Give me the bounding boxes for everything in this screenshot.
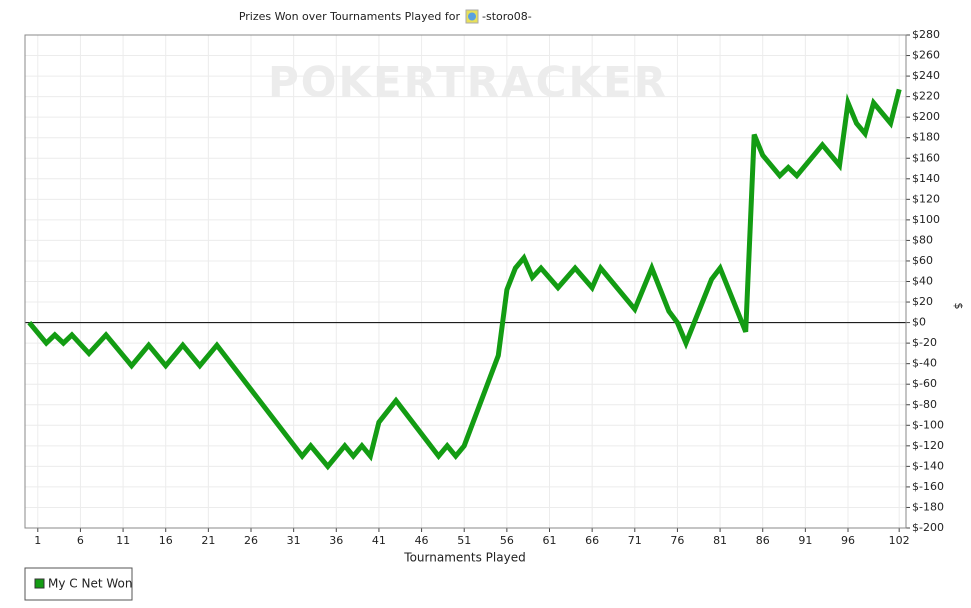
x-tick-label: 21 — [201, 534, 215, 547]
y-tick-label: $60 — [912, 254, 933, 267]
y-tick-label: $-180 — [912, 500, 944, 513]
x-tick-label: 102 — [889, 534, 910, 547]
y-tick-label: $0 — [912, 316, 926, 329]
legend-label: My C Net Won — [48, 577, 132, 591]
y-axis-label: $ — [952, 303, 965, 310]
y-tick-label: $-140 — [912, 459, 944, 472]
y-tick-label: $-100 — [912, 418, 944, 431]
x-tick-label: 16 — [159, 534, 173, 547]
plot-border — [24, 34, 907, 529]
x-tick-label: 36 — [329, 534, 343, 547]
y-tick-label: $160 — [912, 151, 940, 164]
chart-title: Prizes Won over Tournaments Played for — [239, 10, 461, 23]
x-tick-label: 66 — [585, 534, 599, 547]
y-tick-label: $-120 — [912, 439, 944, 452]
y-tick-label: $220 — [912, 90, 940, 103]
y-tick-label: $-200 — [912, 521, 944, 534]
x-tick-label: 6 — [77, 534, 84, 547]
y-tick-label: $-40 — [912, 357, 937, 370]
legend-swatch — [34, 578, 45, 589]
y-tick-label: $280 — [912, 28, 940, 41]
x-tick-label: 46 — [415, 534, 429, 547]
series-line — [27, 88, 902, 471]
y-tick-label: $200 — [912, 110, 940, 123]
y-tick-label: $80 — [912, 233, 933, 246]
y-tick-label: $-20 — [912, 336, 937, 349]
x-tick-label: 11 — [116, 534, 130, 547]
y-tick-label: $40 — [912, 275, 933, 288]
x-tick-label: 51 — [457, 534, 471, 547]
y-tick-label: $260 — [912, 49, 940, 62]
x-tick-label: 96 — [841, 534, 855, 547]
x-tick-label: 56 — [500, 534, 514, 547]
y-tick-label: $140 — [912, 172, 940, 185]
y-tick-label: $240 — [912, 69, 940, 82]
x-tick-label: 1 — [34, 534, 41, 547]
x-tick-label: 76 — [670, 534, 684, 547]
x-tick-label: 61 — [543, 534, 557, 547]
x-tick-label: 41 — [372, 534, 386, 547]
y-tick-label: $-60 — [912, 377, 937, 390]
y-tick-label: $180 — [912, 131, 940, 144]
y-tick-label: $120 — [912, 192, 940, 205]
y-tick-label: $-80 — [912, 398, 937, 411]
y-tick-label: $20 — [912, 295, 933, 308]
x-tick-label: 81 — [713, 534, 727, 547]
x-tick-label: 91 — [798, 534, 812, 547]
y-tick-label: $-160 — [912, 480, 944, 493]
x-tick-label: 71 — [628, 534, 642, 547]
player-name: -storo08- — [482, 10, 532, 23]
x-axis-label: Tournaments Played — [403, 551, 525, 565]
x-tick-label: 26 — [244, 534, 258, 547]
player-icon-dot — [468, 12, 476, 21]
x-tick-label: 86 — [756, 534, 770, 547]
watermark: POKERTRACKER — [268, 58, 668, 107]
y-tick-label: $100 — [912, 213, 940, 226]
x-tick-label: 31 — [287, 534, 301, 547]
